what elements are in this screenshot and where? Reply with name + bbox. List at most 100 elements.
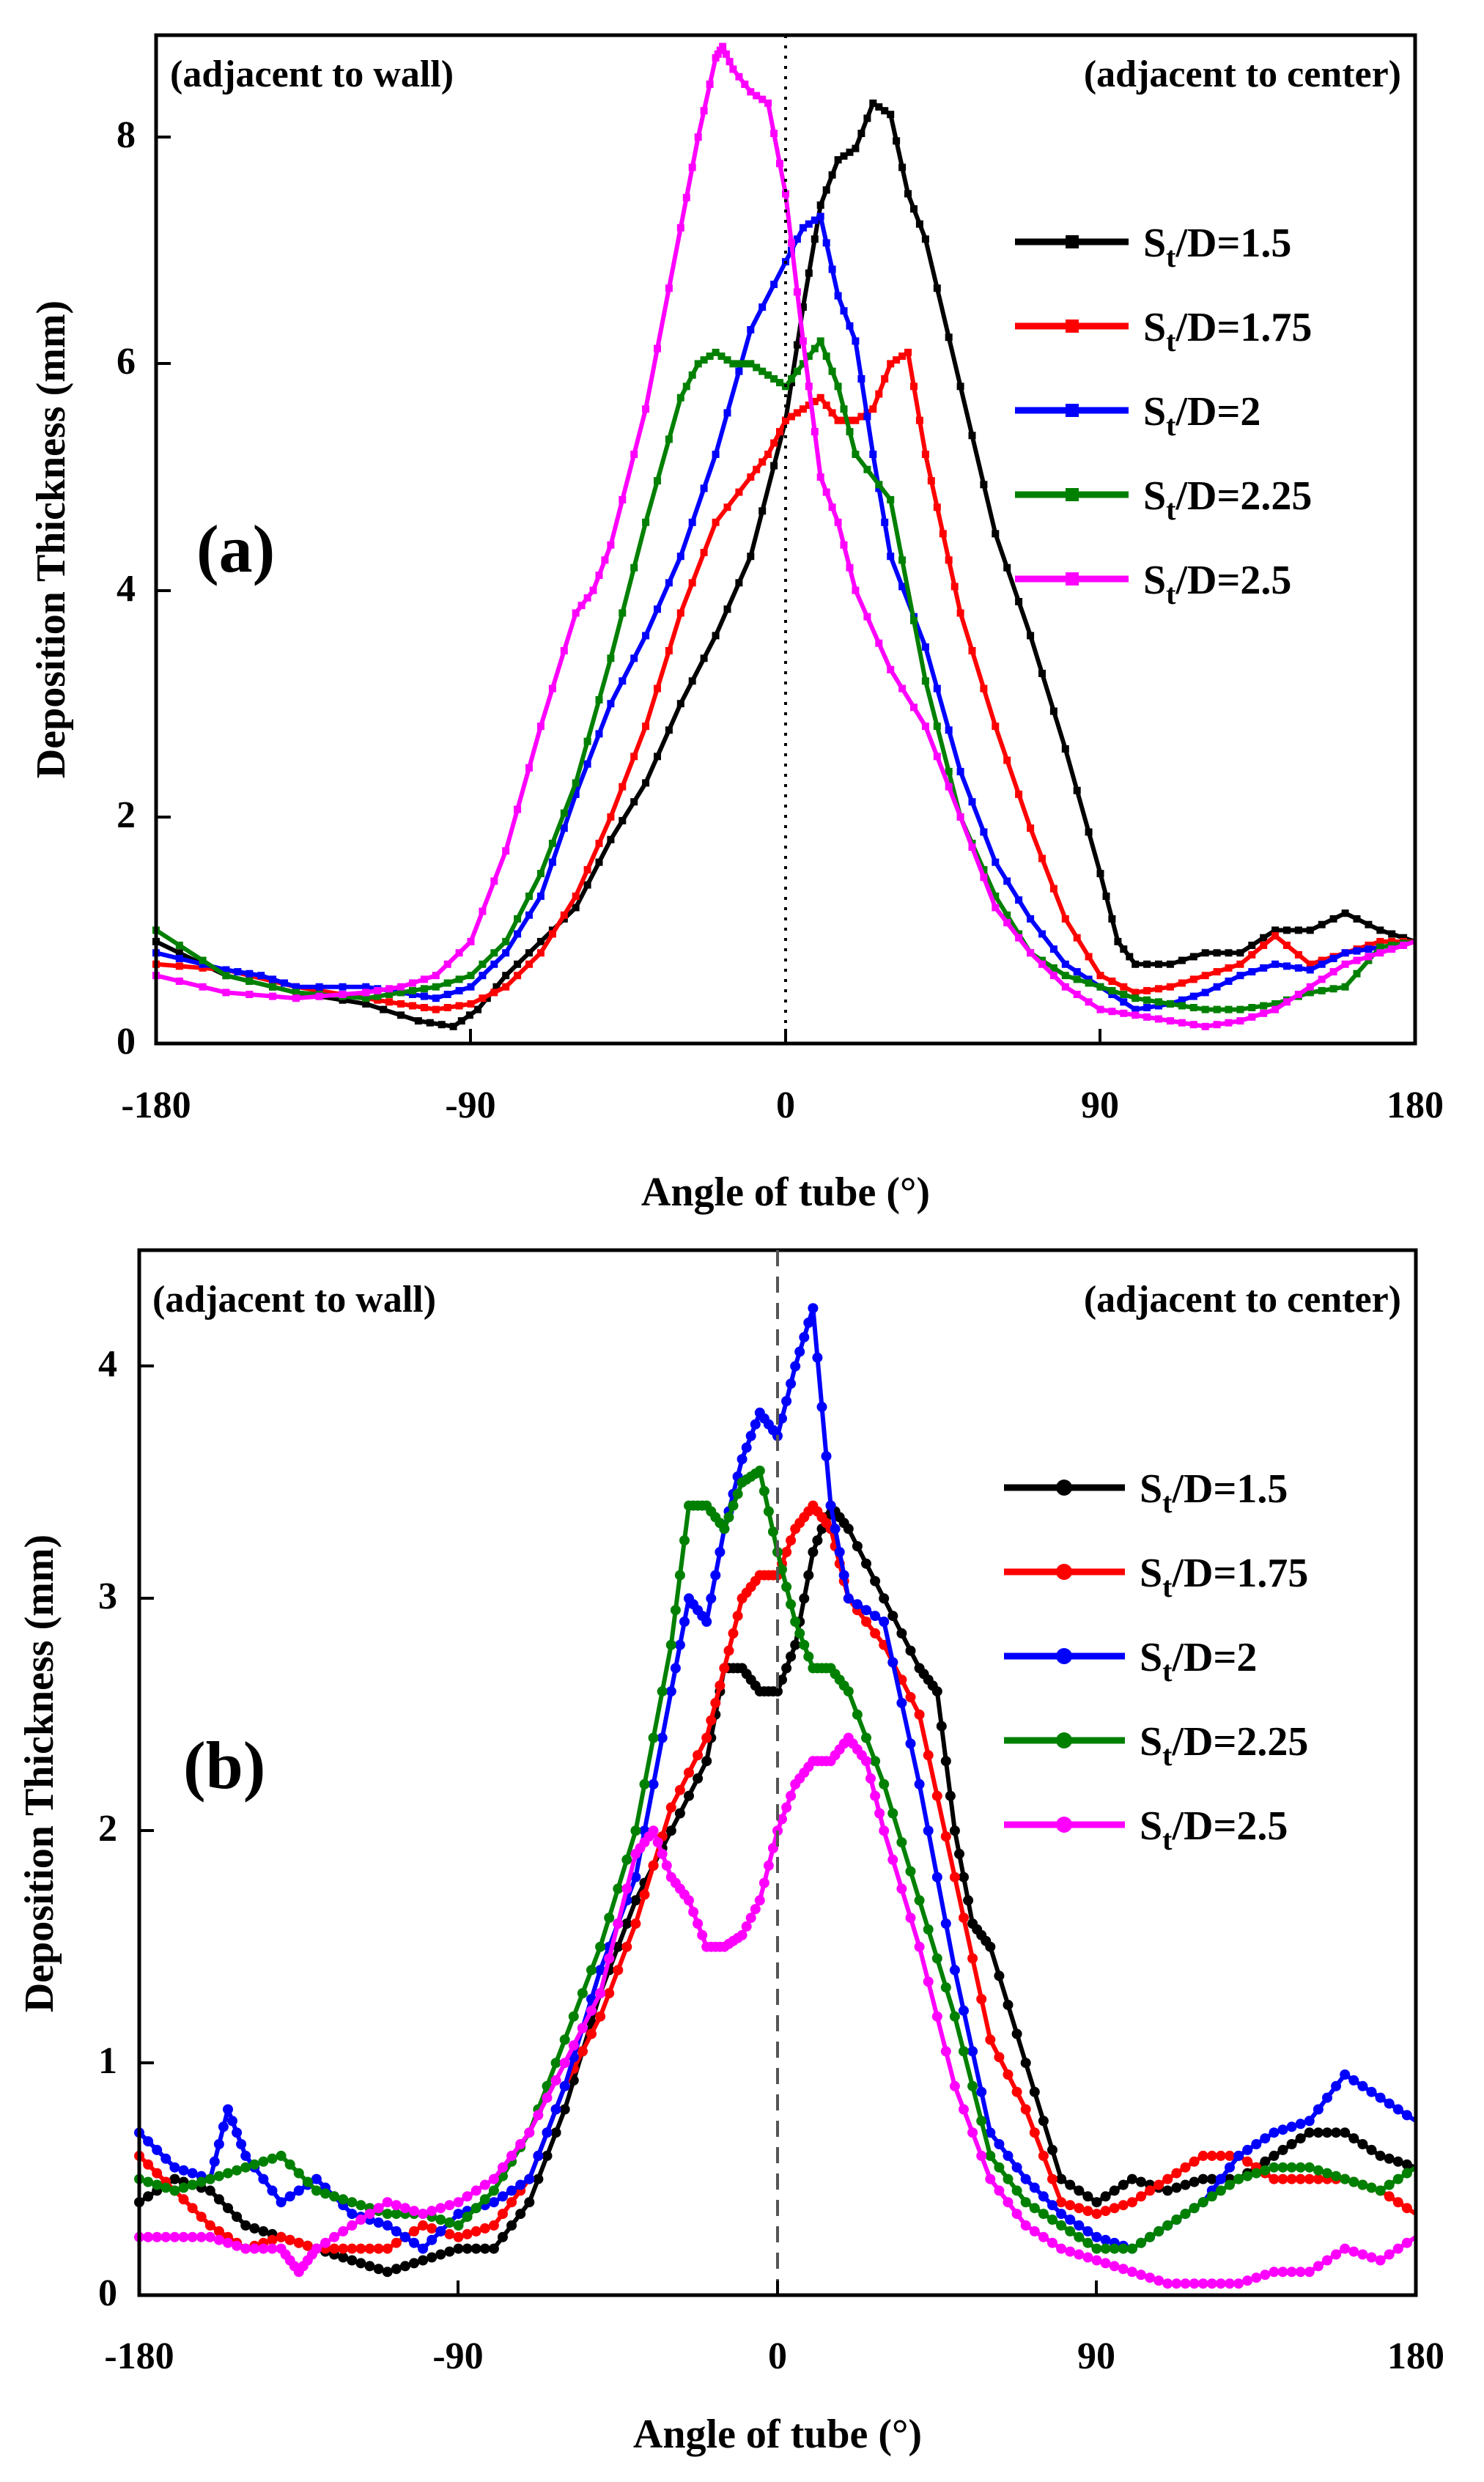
data-point	[1056, 2197, 1067, 2208]
data-point	[479, 2223, 490, 2234]
data-point	[1020, 2220, 1031, 2231]
data-point	[1248, 950, 1256, 959]
data-point	[1225, 978, 1233, 985]
data-point	[267, 2234, 278, 2245]
data-point	[1283, 942, 1291, 949]
data-point	[621, 1941, 632, 1952]
data-point	[693, 1918, 704, 1929]
data-point	[453, 2220, 464, 2231]
data-point	[654, 753, 661, 761]
data-point	[956, 813, 964, 821]
data-point	[514, 915, 522, 923]
data-point	[915, 416, 923, 424]
data-point	[1091, 2243, 1102, 2254]
data-point	[1215, 2185, 1226, 2196]
data-point	[1213, 1021, 1221, 1029]
data-point	[1085, 953, 1093, 961]
data-point	[621, 1854, 632, 1865]
data-point	[700, 549, 708, 556]
data-point	[770, 439, 778, 447]
data-point	[399, 2231, 410, 2242]
data-point	[676, 609, 684, 617]
data-point	[1162, 2278, 1173, 2289]
data-point	[1400, 942, 1408, 949]
data-point	[1178, 979, 1186, 987]
data-point	[435, 2249, 446, 2260]
data-point	[700, 654, 708, 662]
data-point	[490, 949, 498, 957]
data-point	[209, 2156, 220, 2167]
data-point	[881, 107, 889, 115]
data-point	[870, 1628, 881, 1639]
data-point	[968, 647, 976, 654]
data-point	[776, 379, 783, 387]
data-point	[726, 58, 734, 66]
panel-a: -180 -90 0 90 180 0 2 4 6 8 Angle of tub…	[29, 33, 1444, 1215]
data-point	[1171, 2278, 1182, 2289]
data-point	[506, 2150, 517, 2161]
data-point	[1049, 964, 1057, 972]
data-point	[479, 2194, 490, 2205]
data-point	[665, 579, 673, 587]
data-point	[706, 1593, 717, 1604]
data-point	[1201, 1005, 1209, 1013]
data-point	[781, 1547, 792, 1557]
data-point	[1136, 2176, 1146, 2187]
data-point	[187, 2168, 198, 2179]
data-point	[1294, 950, 1302, 959]
data-point	[213, 2171, 224, 2182]
data-point	[364, 2243, 375, 2254]
data-point	[1126, 2243, 1137, 2254]
legend-marker	[1066, 572, 1079, 586]
data-point	[887, 665, 895, 673]
data-point	[1091, 2231, 1102, 2242]
data-point	[931, 2011, 942, 2022]
data-point	[267, 2153, 278, 2164]
data-point	[1056, 2220, 1067, 2231]
data-point	[923, 1750, 934, 1761]
data-point	[1153, 2179, 1164, 2190]
data-point	[169, 2231, 180, 2242]
data-point	[887, 495, 895, 503]
data-point	[525, 911, 533, 919]
data-point	[1376, 926, 1384, 934]
data-point	[945, 556, 953, 564]
data-point	[790, 1639, 801, 1650]
data-point	[292, 994, 300, 1002]
data-point	[391, 2209, 402, 2220]
data-point	[218, 2121, 229, 2132]
data-point	[741, 1921, 752, 1932]
data-point	[1049, 884, 1057, 893]
data-point	[536, 893, 544, 900]
data-point	[1178, 1002, 1186, 1010]
data-point	[502, 847, 510, 855]
data-point	[524, 2197, 535, 2208]
data-point	[152, 2168, 163, 2179]
panel-a-xtick-label: 0	[776, 1085, 795, 1126]
data-point	[968, 798, 976, 806]
panel-b-xtick-label: 0	[768, 2335, 787, 2377]
data-point	[1260, 2269, 1271, 2280]
data-point	[1027, 632, 1035, 640]
data-point	[869, 405, 877, 413]
data-point	[770, 375, 778, 383]
data-point	[1331, 2249, 1342, 2260]
data-point	[391, 2226, 402, 2237]
data-point	[199, 956, 207, 964]
data-point	[893, 356, 901, 364]
data-point	[967, 2046, 978, 2057]
data-point	[933, 684, 941, 692]
data-point	[1271, 1000, 1280, 1008]
data-point	[799, 1332, 810, 1342]
data-point	[1020, 2197, 1031, 2208]
panel-b-annotation-right: (adjacent to center)	[1084, 1279, 1401, 1321]
data-point	[1180, 2162, 1191, 2173]
data-point	[874, 1808, 885, 1819]
data-point	[502, 972, 510, 980]
data-point	[642, 779, 650, 787]
data-point	[786, 1790, 797, 1801]
data-point	[169, 2185, 180, 2196]
data-point	[682, 383, 690, 391]
data-point	[479, 2179, 490, 2190]
data-point	[770, 462, 778, 470]
